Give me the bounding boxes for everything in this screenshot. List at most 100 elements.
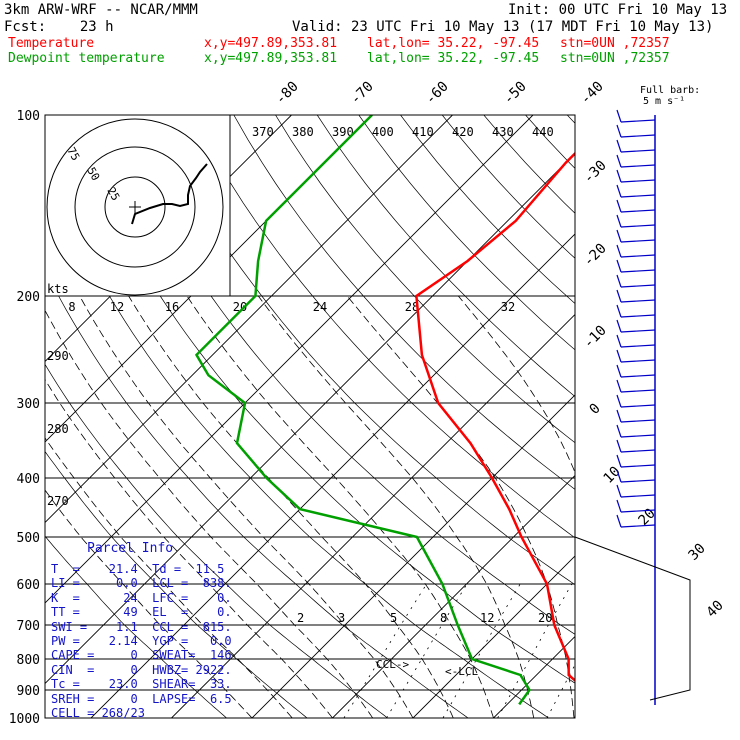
wind-barb [620, 269, 656, 273]
temperature-trace [415, 151, 575, 683]
dew-station: stn=0UN ,72357 [560, 51, 670, 66]
isotherm-label: 40 [704, 598, 727, 621]
wind-barb [620, 374, 656, 378]
hodo-speed-label: 28 [405, 300, 419, 314]
mixing-ratio-label: 2 [297, 611, 304, 625]
wind-barb-flag [616, 349, 622, 363]
legend-temperature: Temperature [8, 36, 95, 51]
isotherm-line [90, 233, 575, 718]
model-title: 3km ARW-WRF -- NCAR/MMM [4, 2, 198, 18]
lcl-marker: <-LCL [445, 665, 478, 678]
hodo-speed-label: 16 [165, 300, 179, 314]
wind-barb [620, 119, 656, 123]
dry-adiabat [566, 115, 575, 124]
mixing-ratio-label: 8 [440, 611, 447, 625]
wind-barb-flag [616, 184, 622, 198]
isotherm-line [655, 115, 740, 718]
wind-barb-flag [616, 469, 622, 483]
parcel-row: LI = 0.0 LCL = 838. [51, 576, 232, 591]
barb-region-outline [574, 536, 691, 701]
wind-barb [620, 494, 656, 498]
mixing-ratio-line [386, 583, 468, 718]
theta-label: 410 [412, 125, 434, 139]
isotherm-label: 30 [686, 541, 709, 564]
wind-barb-flag [616, 244, 622, 258]
isotherm-label: -60 [423, 79, 452, 108]
wind-barb [620, 449, 656, 453]
parcel-row: CAPE = 0 SWEAT= 146 [51, 648, 232, 663]
hodo-ring-label: 50 [84, 165, 102, 183]
dry-adiabat [45, 167, 549, 718]
wind-barb [620, 164, 656, 168]
wind-barb [620, 419, 656, 423]
isotherm-label: 10 [601, 464, 624, 487]
hodograph-box [44, 114, 231, 297]
wind-barb [620, 389, 656, 393]
plot-frame [44, 114, 576, 719]
hodo-ring-label: 75 [64, 145, 82, 163]
dry-adiabat [150, 115, 575, 586]
wind-barb-flag [616, 514, 622, 528]
dry-adiabat [651, 115, 740, 718]
wind-barb [620, 284, 656, 288]
hodo-speed-label: 8 [68, 300, 75, 314]
ccl-marker: CCL-> [376, 658, 409, 671]
temp-station: stn=0UN ,72357 [560, 36, 670, 51]
wind-barbs: Full barb:5 m s⁻¹ [574, 85, 700, 705]
trace-layer [194, 115, 575, 706]
theta-label: 270 [47, 494, 69, 508]
isotherm-label: -50 [501, 79, 530, 108]
dew-latlon: lat,lon= 35.22, -97.45 [367, 51, 540, 66]
isotherm-line [251, 394, 575, 718]
pressure-label: 100 [17, 109, 40, 124]
mixing-ratio-line [612, 584, 679, 718]
parcel-row: K = 24 LFC = 0. [51, 590, 232, 605]
pressure-label: 300 [17, 397, 40, 412]
mixing-ratio-line [497, 583, 573, 718]
wind-barb-flag [616, 424, 622, 438]
isotherm-label: 0 [587, 401, 604, 418]
pressure-label: 1000 [9, 712, 40, 727]
dry-adiabat [692, 115, 740, 718]
isotherm-label: -80 [273, 79, 302, 108]
wind-barb [620, 134, 656, 138]
forecast-hour: Fcst: 23 h [4, 19, 114, 35]
dry-adiabat [45, 450, 308, 718]
dry-adiabat [400, 115, 575, 305]
chart-header: 3km ARW-WRF -- NCAR/MMM Init: 00 UTC Fri… [0, 0, 740, 70]
isotherm-line [45, 115, 453, 524]
parcel-row: Tc = 23.0 SHEAR= 33. [51, 677, 232, 692]
wind-barb [620, 434, 656, 438]
dry-adiabat [45, 269, 469, 718]
dry-adiabat [275, 115, 575, 444]
wind-barb-flag [616, 499, 622, 513]
wind-barb-flag [616, 289, 622, 303]
pressure-label: 200 [17, 290, 40, 305]
wind-barb-flag [616, 394, 622, 408]
theta-label: 440 [532, 125, 554, 139]
mixing-ratio-line [442, 583, 521, 718]
dew-xy: x,y=497.89,353.81 [204, 51, 338, 66]
wind-barb [620, 524, 656, 528]
parcel-row: CELL = 268/23 [51, 706, 145, 720]
hodo-ring-label: 25 [104, 185, 122, 203]
pressure-label: 900 [17, 684, 40, 699]
parcel-row: SREH = 0 LAPSE= 6.5 [51, 691, 232, 706]
moist-adiabat [695, 296, 719, 718]
mixing-ratio-line [343, 583, 427, 718]
wind-barb [620, 239, 656, 243]
isotherm-label: -10 [581, 323, 610, 352]
wind-barb-flag [616, 229, 622, 243]
parcel-row: TT = 49 EL = 0. [51, 605, 232, 620]
wind-barb-flag [616, 379, 622, 393]
wind-barb [620, 314, 656, 318]
wind-barb-flag [616, 484, 622, 498]
wind-barb-flag [616, 154, 622, 168]
dewpoint-trace [194, 115, 531, 706]
dry-adiabat [734, 115, 740, 718]
parcel-row: CIN = 0 HWBZ= 2922. [51, 662, 232, 677]
parcel-title: Parcel Info [87, 541, 174, 556]
dry-adiabat [191, 115, 575, 539]
wind-barb [620, 299, 656, 303]
hodo-units: kts [47, 282, 69, 296]
